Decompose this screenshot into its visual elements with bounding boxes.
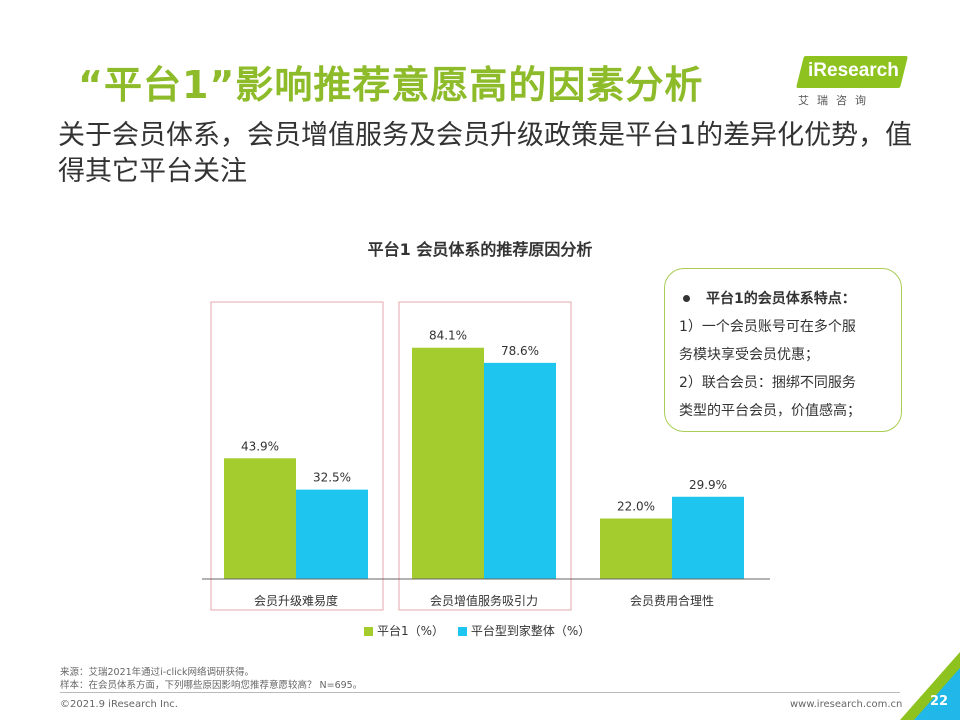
- data-label: 43.9%: [241, 439, 279, 453]
- category-label: 会员增值服务吸引力: [430, 593, 538, 608]
- page-title: “平台1”影响推荐意愿高的因素分析: [78, 63, 704, 107]
- data-label: 32.5%: [313, 471, 351, 485]
- source-note: 来源：艾瑞2021年通过i-click网络调研获得。 样本：在会员体系方面，下列…: [60, 666, 362, 692]
- bar: [672, 496, 744, 579]
- logo-subtext: 艾瑞咨询: [798, 94, 874, 107]
- note-heading-text: 平台1的会员体系特点：: [706, 291, 856, 307]
- data-label: 78.6%: [501, 344, 539, 358]
- legend-swatch-blue: [457, 627, 467, 636]
- bar: [296, 489, 368, 579]
- chart-legend: 平台1（%） 平台型到家整体（%）: [364, 622, 600, 639]
- data-label: 84.1%: [429, 329, 467, 343]
- legend-label: 平台型到家整体（%）: [470, 624, 591, 638]
- page-number: 22: [930, 694, 949, 709]
- note-line: 务模块享受会员优惠；: [679, 347, 819, 363]
- category-label: 会员升级难易度: [254, 593, 338, 608]
- highlight-frame: [210, 301, 384, 611]
- feature-note-box: 平台1的会员体系特点： 1）一个会员账号可在多个服 务模块享受会员优惠； 2）联…: [664, 268, 902, 432]
- note-heading: 平台1的会员体系特点：: [679, 285, 891, 313]
- highlight-frame: [398, 301, 572, 611]
- source-text: 来源：艾瑞2021年通过i-click网络调研获得。: [60, 667, 254, 678]
- chart-title: 平台1 会员体系的推荐原因分析: [367, 240, 593, 259]
- category-label: 会员费用合理性: [630, 593, 714, 608]
- data-label: 29.9%: [689, 478, 727, 492]
- bar: [484, 362, 556, 579]
- copyright-text: ©2021.9 iResearch Inc.: [60, 699, 178, 710]
- iresearch-logo: iResearch 艾瑞咨询: [794, 56, 914, 108]
- sample-text: 样本：在会员体系方面，下列哪些原因影响您推荐意愿较高？ N=695。: [60, 680, 363, 691]
- footer-divider: [60, 692, 900, 693]
- logo-text: iResearch: [808, 60, 899, 81]
- website-link[interactable]: www.iresearch.com.cn: [790, 699, 903, 710]
- bar: [600, 518, 672, 579]
- data-label: 22.0%: [617, 500, 655, 514]
- note-line: 1）一个会员账号可在多个服: [679, 319, 856, 335]
- note-line: 类型的平台会员，价值感高；: [679, 403, 861, 419]
- note-line: 2）联合会员：捆绑不同服务: [679, 375, 856, 391]
- legend-label: 平台1（%）: [377, 624, 445, 638]
- page-subtitle: 关于会员体系，会员增值服务及会员升级政策是平台1的差异化优势，值得其它平台关注: [58, 120, 913, 187]
- bar: [412, 347, 484, 579]
- legend-item-series-2: 平台型到家整体（%）: [457, 622, 591, 639]
- bullet-icon: [683, 294, 690, 302]
- legend-item-series-1: 平台1（%）: [364, 622, 444, 639]
- bar: [224, 458, 296, 579]
- legend-swatch-green: [364, 627, 373, 636]
